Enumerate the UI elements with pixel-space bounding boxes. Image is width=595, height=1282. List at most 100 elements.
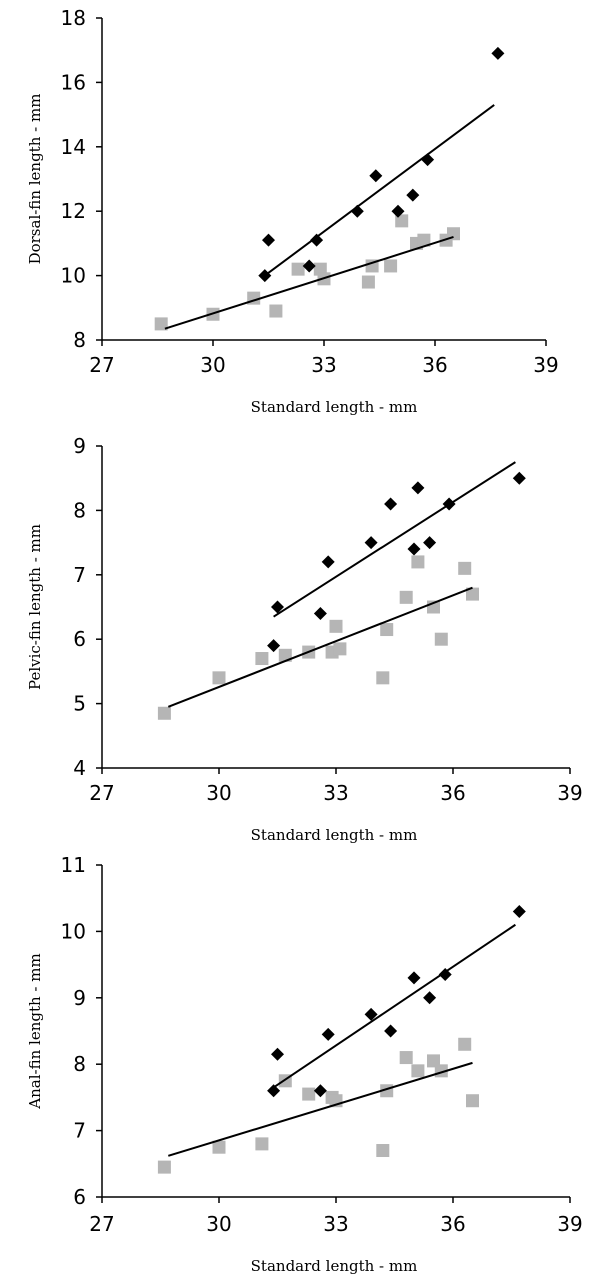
x-tick-label: 33	[311, 353, 336, 377]
y-tick-label: 12	[61, 199, 86, 223]
data-point-diamond	[267, 1084, 281, 1098]
trend-line-grey	[164, 236, 454, 330]
y-tick-label: 7	[73, 563, 86, 587]
data-point-diamond	[262, 233, 275, 247]
data-point-square	[291, 262, 305, 276]
data-point-diamond	[321, 1027, 335, 1041]
data-point-square	[376, 1144, 390, 1158]
pelvic-fin-chart-svg: 4 5 6 7 8 9 27 30 33 36 39 Standard length - mm Pelv…	[26, 434, 583, 844]
data-point-diamond	[411, 481, 425, 495]
data-point-square	[157, 1160, 171, 1174]
x-tick-label: 39	[557, 781, 582, 805]
data-point-square	[333, 642, 347, 656]
x-tick-label: 27	[89, 781, 114, 805]
x-tick-label: 39	[557, 1212, 582, 1236]
y-tick-label: 8	[73, 328, 86, 352]
y-tick-label: 18	[61, 6, 86, 30]
data-point-diamond	[512, 904, 526, 918]
data-point-square	[212, 671, 226, 685]
anal-fin-chart-svg: 6 7 8 9 10 11 27 30 33 36 39 Standard length - mm An…	[26, 853, 583, 1275]
y-axis-title: Anal-fin length - mm	[26, 953, 44, 1109]
data-point-diamond	[271, 1047, 284, 1061]
data-point-diamond	[321, 555, 335, 569]
x-tick-label: 30	[206, 781, 231, 805]
y-tick-label: 10	[61, 264, 86, 288]
data-point-square	[395, 214, 409, 228]
dorsal-fin-chart-svg: 8 10 12 14 16 18 27 30 33 36 39 Standard length - m…	[26, 6, 559, 416]
data-point-square	[157, 706, 171, 720]
y-tick-label: 9	[73, 986, 86, 1010]
data-point-diamond	[438, 968, 452, 982]
trend-line-black	[273, 461, 516, 618]
data-point-diamond	[384, 497, 398, 511]
trend-line-grey	[167, 586, 473, 708]
data-point-square	[154, 317, 168, 331]
data-point-diamond	[391, 204, 405, 218]
data-point-diamond	[313, 1084, 327, 1098]
x-axis-title: Standard length - mm	[251, 1257, 418, 1275]
y-tick-label: 4	[73, 756, 86, 780]
y-tick-label: 5	[73, 692, 86, 716]
y-tick-label: 10	[61, 919, 86, 943]
anal-fin-chart: 6 7 8 9 10 11 27 30 33 36 39 Standard length - mm An…	[0, 853, 595, 1282]
y-tick-label: 8	[73, 1052, 86, 1076]
data-point-diamond	[364, 536, 378, 550]
data-point-square	[458, 1037, 472, 1051]
data-point-square	[458, 561, 472, 575]
y-tick-label: 9	[73, 434, 86, 458]
y-tick-label: 7	[73, 1119, 86, 1143]
data-point-square	[411, 1064, 425, 1078]
dorsal-fin-chart: 8 10 12 14 16 18 27 30 33 36 39 Standard length - m…	[0, 0, 595, 420]
data-point-diamond	[423, 536, 437, 550]
data-point-diamond	[491, 46, 505, 60]
trend-line-black	[264, 104, 495, 277]
data-point-diamond	[512, 471, 526, 485]
data-point-diamond	[384, 1024, 398, 1038]
data-point-square	[329, 619, 343, 633]
data-point-diamond	[313, 606, 327, 620]
data-point-diamond	[267, 639, 281, 653]
x-tick-label: 33	[323, 781, 348, 805]
y-tick-label: 6	[73, 1185, 86, 1209]
y-tick-label: 11	[61, 853, 86, 877]
y-tick-label: 6	[73, 627, 86, 651]
x-axis-title: Standard length - mm	[251, 398, 418, 416]
x-tick-label: 30	[200, 353, 225, 377]
trend-line-black	[273, 923, 516, 1089]
data-point-square	[255, 1137, 269, 1151]
data-point-square	[399, 1051, 413, 1065]
x-tick-label: 36	[440, 781, 465, 805]
data-point-diamond	[407, 971, 421, 985]
data-point-square	[302, 1087, 316, 1101]
x-tick-label: 27	[89, 1212, 114, 1236]
y-tick-label: 16	[61, 70, 86, 94]
data-point-diamond	[350, 204, 364, 218]
x-tick-label: 36	[422, 353, 447, 377]
x-tick-label: 39	[533, 353, 558, 377]
x-tick-label: 36	[440, 1212, 465, 1236]
data-point-diamond	[406, 188, 420, 202]
data-point-square	[380, 623, 394, 637]
x-tick-label: 30	[206, 1212, 231, 1236]
data-point-diamond	[423, 991, 437, 1005]
data-point-square	[399, 590, 413, 604]
data-point-diamond	[407, 542, 421, 556]
data-point-square	[466, 1094, 479, 1108]
data-point-square	[376, 671, 390, 685]
data-point-square	[255, 652, 269, 666]
y-tick-label: 8	[73, 498, 86, 522]
y-tick-label: 14	[61, 135, 86, 159]
data-point-square	[212, 1140, 226, 1154]
data-point-diamond	[302, 259, 316, 273]
data-point-square	[411, 555, 425, 569]
data-point-square	[278, 648, 292, 662]
data-point-square	[427, 1054, 440, 1068]
data-point-diamond	[310, 233, 324, 247]
data-point-square	[466, 587, 479, 601]
pelvic-fin-chart: 4 5 6 7 8 9 27 30 33 36 39 Standard length - mm Pelv…	[0, 430, 595, 850]
data-point-square	[269, 304, 283, 318]
x-tick-label: 27	[89, 353, 114, 377]
trend-line-grey	[168, 1061, 473, 1157]
y-axis-title: Dorsal-fin length - mm	[26, 94, 44, 265]
data-point-diamond	[369, 169, 383, 183]
